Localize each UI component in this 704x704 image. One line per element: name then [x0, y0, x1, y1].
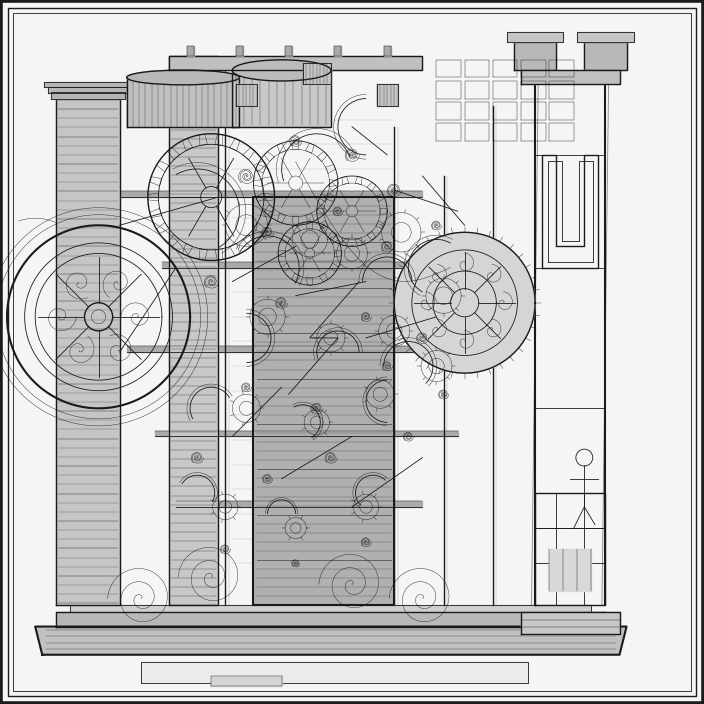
Polygon shape [51, 92, 125, 99]
Polygon shape [521, 70, 620, 84]
Polygon shape [285, 46, 292, 56]
Polygon shape [169, 56, 218, 605]
Polygon shape [384, 46, 391, 56]
Polygon shape [56, 99, 120, 605]
Polygon shape [507, 32, 563, 42]
Polygon shape [127, 346, 444, 352]
Polygon shape [236, 84, 257, 106]
Polygon shape [514, 42, 556, 70]
Polygon shape [56, 612, 605, 627]
Polygon shape [176, 501, 422, 507]
Polygon shape [120, 191, 422, 197]
Polygon shape [253, 197, 394, 605]
Polygon shape [394, 232, 535, 373]
Polygon shape [162, 262, 408, 268]
Polygon shape [549, 549, 591, 591]
Polygon shape [44, 82, 132, 87]
Ellipse shape [232, 60, 331, 81]
Polygon shape [35, 627, 627, 655]
Ellipse shape [127, 70, 239, 84]
Polygon shape [377, 84, 398, 106]
Polygon shape [521, 612, 620, 634]
Polygon shape [303, 63, 331, 84]
Polygon shape [232, 70, 331, 127]
Polygon shape [70, 605, 591, 612]
Polygon shape [127, 77, 239, 127]
Polygon shape [48, 87, 128, 93]
Polygon shape [334, 46, 341, 56]
Polygon shape [577, 32, 634, 42]
Polygon shape [155, 431, 458, 436]
Polygon shape [187, 46, 194, 56]
Polygon shape [211, 676, 282, 686]
Polygon shape [141, 662, 528, 683]
Polygon shape [584, 42, 627, 70]
Polygon shape [169, 56, 422, 70]
Polygon shape [236, 46, 243, 56]
